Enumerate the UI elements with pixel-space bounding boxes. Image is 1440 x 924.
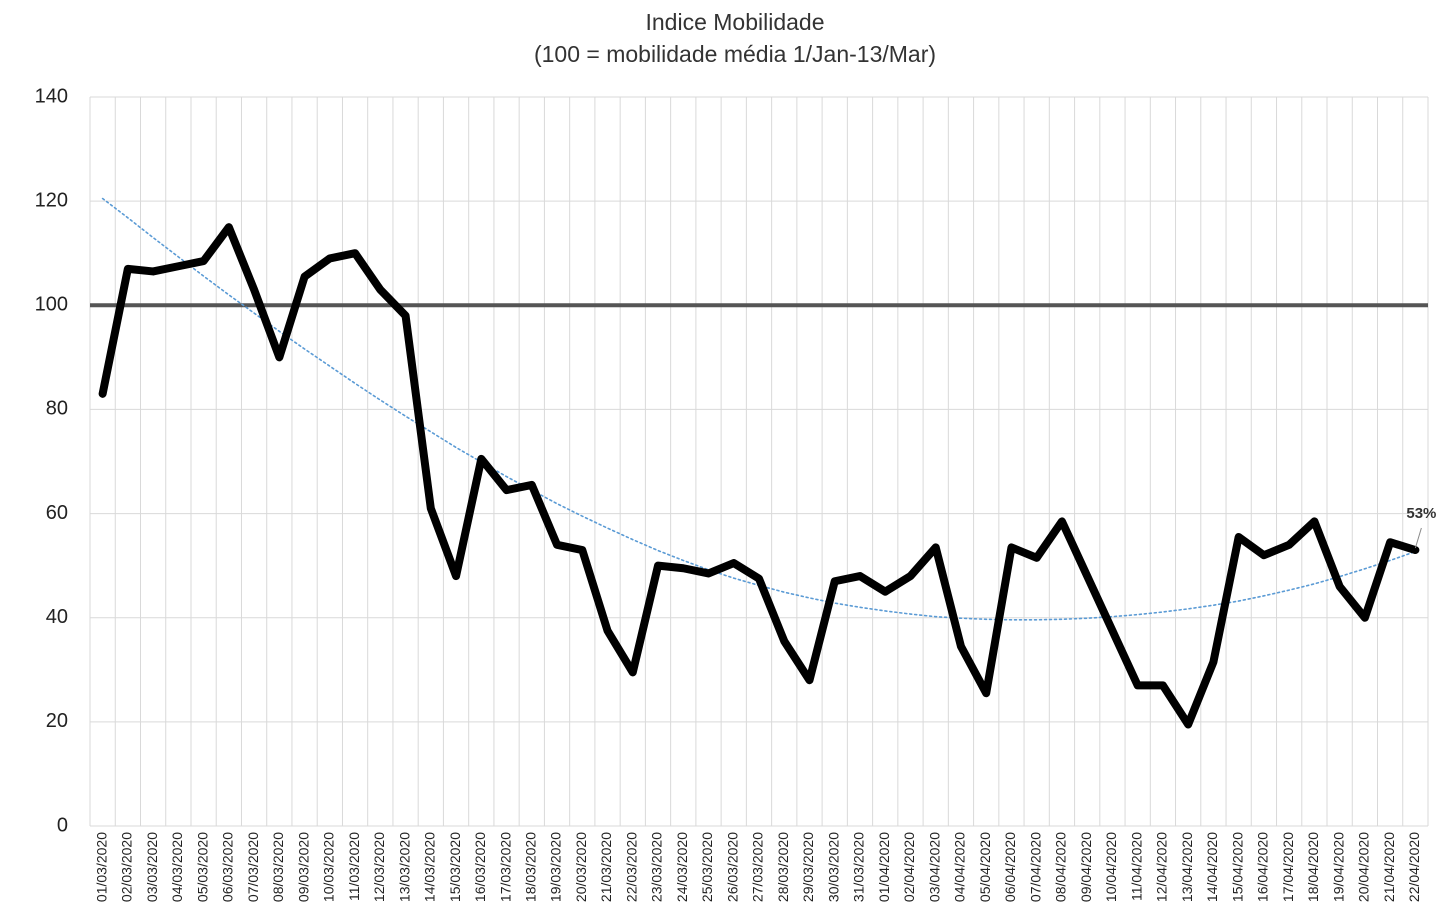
x-tick-label: 05/04/2020 [977, 832, 993, 902]
x-tick-label: 15/04/2020 [1229, 832, 1245, 902]
y-tick-label: 120 [35, 189, 68, 211]
x-tick-label: 28/03/2020 [775, 832, 791, 902]
x-tick-label: 06/04/2020 [1002, 832, 1018, 902]
x-tick-label: 30/03/2020 [825, 832, 841, 902]
x-tick-label: 26/03/2020 [724, 832, 740, 902]
y-tick-label: 20 [46, 710, 68, 732]
x-tick-label: 02/03/2020 [119, 832, 135, 902]
x-tick-label: 17/04/2020 [1280, 832, 1296, 902]
x-tick-label: 21/04/2020 [1381, 832, 1397, 902]
y-tick-label: 80 [46, 398, 68, 420]
x-tick-label: 10/04/2020 [1103, 832, 1119, 902]
x-tick-label: 07/03/2020 [245, 832, 261, 902]
x-tick-label: 21/03/2020 [598, 832, 614, 902]
x-tick-label: 24/03/2020 [674, 832, 690, 902]
x-tick-label: 01/03/2020 [93, 832, 109, 902]
x-tick-label: 09/03/2020 [295, 832, 311, 902]
chart-subtitle: (100 = mobilidade média 1/Jan-13/Mar) [534, 41, 936, 67]
x-tick-label: 11/04/2020 [1128, 832, 1144, 901]
y-tick-label: 140 [35, 85, 68, 107]
x-tick-label: 19/04/2020 [1330, 832, 1346, 902]
x-tick-label: 31/03/2020 [851, 832, 867, 902]
data-line [98, 223, 1420, 729]
x-tick-label: 29/03/2020 [800, 832, 816, 902]
x-tick-label: 08/04/2020 [1053, 832, 1069, 902]
x-tick-label: 22/03/2020 [623, 832, 639, 902]
x-tick-label: 03/04/2020 [926, 832, 942, 902]
x-tick-label: 04/04/2020 [952, 832, 968, 902]
y-tick-label: 100 [35, 294, 68, 316]
x-tick-label: 12/03/2020 [371, 832, 387, 902]
x-tick-label: 18/03/2020 [522, 832, 538, 902]
x-tick-label: 19/03/2020 [548, 832, 564, 902]
x-tick-label: 09/04/2020 [1078, 832, 1094, 902]
x-tick-label: 14/03/2020 [422, 832, 438, 902]
x-tick-label: 04/03/2020 [169, 832, 185, 902]
y-tick-label: 60 [46, 502, 68, 524]
x-tick-label: 25/03/2020 [699, 832, 715, 902]
x-tick-label: 22/04/2020 [1406, 832, 1422, 902]
x-tick-label: 12/04/2020 [1154, 832, 1170, 902]
x-tick-label: 18/04/2020 [1305, 832, 1321, 902]
x-tick-label: 10/03/2020 [321, 832, 337, 902]
x-tick-label: 16/03/2020 [472, 832, 488, 902]
x-tick-label: 07/04/2020 [1027, 832, 1043, 902]
x-tick-label: 14/04/2020 [1204, 832, 1220, 902]
x-tick-label: 15/03/2020 [447, 832, 463, 902]
x-tick-label: 17/03/2020 [497, 832, 513, 902]
x-tick-label: 16/04/2020 [1255, 832, 1271, 902]
x-tick-label: 05/03/2020 [194, 832, 210, 902]
x-tick-label: 11/03/2020 [346, 832, 362, 901]
value-label: 53% [1406, 505, 1436, 522]
x-tick-label: 13/03/2020 [396, 832, 412, 902]
x-tick-label: 08/03/2020 [270, 832, 286, 902]
x-tick-label: 20/04/2020 [1356, 832, 1372, 902]
x-tick-label: 01/04/2020 [876, 832, 892, 902]
x-tick-label: 20/03/2020 [573, 832, 589, 902]
x-tick-label: 02/04/2020 [901, 832, 917, 902]
label-leader [1414, 527, 1422, 549]
x-tick-label: 27/03/2020 [750, 832, 766, 902]
chart-title: Indice Mobilidade [645, 9, 824, 35]
x-tick-label: 06/03/2020 [220, 832, 236, 902]
y-tick-label: 40 [46, 606, 68, 628]
x-tick-label: 23/03/2020 [649, 832, 665, 902]
x-tick-label: 03/03/2020 [144, 832, 160, 902]
x-tick-label: 13/04/2020 [1179, 832, 1195, 902]
y-tick-label: 0 [57, 814, 68, 836]
